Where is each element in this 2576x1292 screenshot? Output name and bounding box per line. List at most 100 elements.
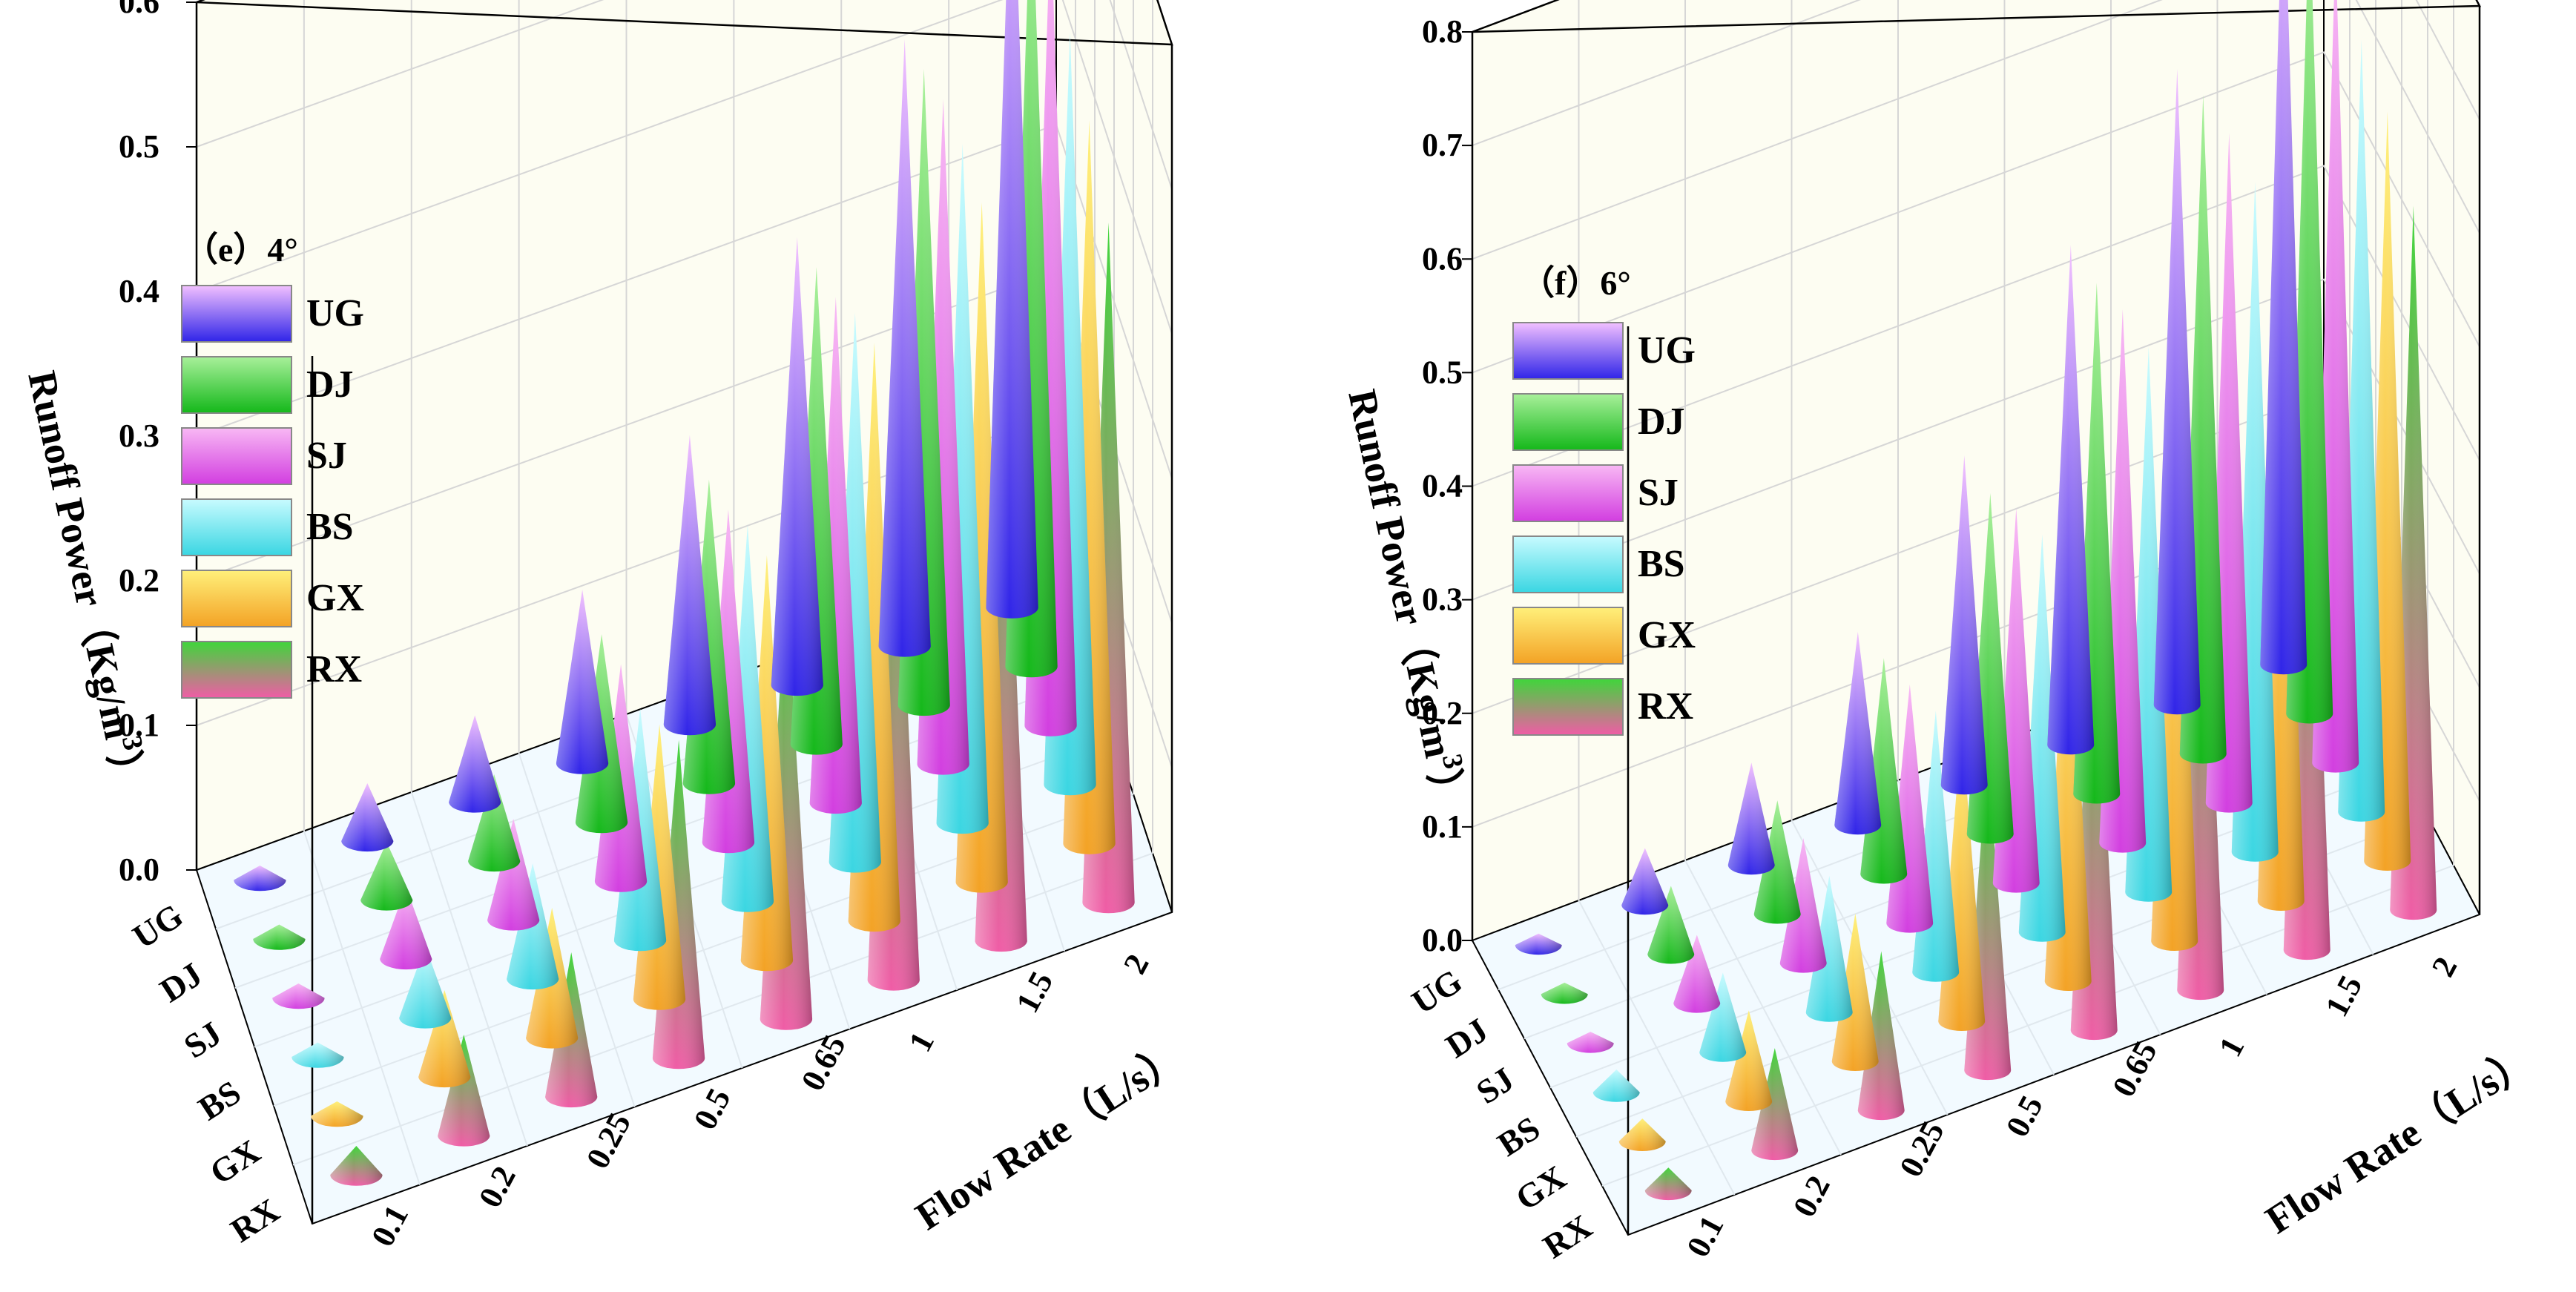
cone-shading [272,983,325,1009]
panel-e-legend: UG DJ SJ BS GX RX [181,285,364,699]
category-label-RX: RX [224,1191,286,1250]
cone-GX-0.1 [311,1101,363,1127]
cone-shading [1699,972,1747,1062]
legend-swatch-UG [181,285,292,343]
cone-shading [1592,1069,1640,1102]
cone-shading [2047,245,2095,755]
cone-shading [253,924,306,950]
cone-shading [360,842,413,911]
legend-label-DJ: DJ [306,363,354,406]
panel-e-x-axis-title: Flow Rate（L/s） [908,1033,1190,1239]
cone-shading [1673,935,1721,1013]
cone-UG-0.65 [663,435,717,736]
cone-UG-1.5 [878,39,931,657]
category-label-GX: GX [1509,1158,1572,1217]
flow-rate-label: 0.1 [1679,1210,1730,1263]
cone-SJ-0.25 [1779,838,1827,973]
cone-SJ-0.1 [272,983,325,1009]
legend-swatch-UG [1512,322,1624,380]
cone-BS-0.2 [399,946,452,1029]
cone-SJ-0.2 [380,886,432,970]
z-tick-label: 0.5 [1422,354,1463,390]
frame-top [196,0,1173,46]
z-tick-label: 0.1 [1422,808,1463,845]
z-tick-label: 0.8 [1422,13,1463,50]
flow-rate-label: 0.5 [687,1082,738,1136]
cone-DJ-0.1 [253,924,306,950]
legend-swatch-DJ [181,356,292,414]
flow-rate-label: 1 [2212,1031,2252,1062]
legend-label-BS: BS [1638,543,1685,585]
cone-BS-0.25 [1805,875,1853,1022]
cone-shading [1618,1118,1666,1152]
cone-shading [2153,68,2201,715]
category-label-SJ: SJ [1469,1060,1521,1111]
panel-f-z-ticks: 0.0 0.1 0.2 0.3 0.4 0.5 0.6 0.7 0.8 [1422,13,1472,958]
cone-shading [1779,838,1827,973]
legend-label-DJ: DJ [1638,401,1685,443]
cone-shading [771,237,823,696]
legend-swatch-GX [1512,607,1624,665]
cone-DJ-0.25 [1753,800,1801,924]
flow-rate-label: 2 [1116,949,1156,980]
legend-swatch-BS [1512,535,1624,593]
cone-shading [234,866,286,891]
cone-shading [986,0,1038,619]
cone-BS-0.1 [291,1042,344,1068]
cone-shading [1567,1032,1614,1053]
legend-label-RX: RX [1638,685,1693,728]
z-tick-label: 0.0 [119,851,159,888]
panel-f-cones [1515,0,2437,1201]
cone-SJ-0.2 [1673,935,1721,1013]
cone-shading [399,946,452,1029]
flow-rate-label: 0.2 [472,1160,523,1213]
legend-swatch-GX [181,570,292,627]
cone-shading [1751,1048,1799,1161]
panel-e-title: （e）4° [184,231,298,268]
z-tick-label: 0.1 [119,707,159,743]
cone-shading [468,774,521,872]
cone-BS-0.2 [1699,972,1747,1062]
z-tick-label: 0.4 [1422,468,1463,504]
panel-f-chart: 0.00.10.20.30.40.50.60.70.8 UGDJSJBSGXRX… [1340,0,2540,1265]
flow-rate-label: 0.5 [1999,1090,2050,1143]
category-label-UG: UG [1405,962,1469,1021]
legend-swatch-SJ [181,427,292,485]
cone-GX-0.2 [1725,1010,1773,1112]
category-label-SJ: SJ [177,1014,228,1065]
z-tick-label: 0.6 [119,0,159,20]
cone-DJ-0.25 [468,774,521,872]
panel-f-legend: UG DJ SJ BS GX RX [1512,322,1696,736]
cone-RX-0.2 [1751,1048,1799,1161]
z-tick-label: 0.3 [1422,581,1463,618]
cone-UG-1 [771,237,823,696]
cone-shading [1727,762,1775,875]
cone-shading [1940,455,1988,795]
cone-shading [1621,848,1669,915]
z-tick-label: 0.2 [1422,695,1463,731]
cone-shading [1831,913,1879,1072]
cone-shading [1857,951,1905,1121]
cone-shading [1647,886,1695,964]
cone-shading [663,435,717,736]
cone-shading [291,1042,344,1068]
legend-label-UG: UG [306,292,364,334]
cone-shading [438,1035,490,1147]
legend-label-GX: GX [306,577,364,619]
legend-label-SJ: SJ [306,435,347,477]
flow-rate-label: 0.2 [1786,1170,1837,1223]
cone-shading [1753,800,1801,924]
cone-UG-0.2 [341,783,394,852]
flow-rate-label: 2 [2425,951,2465,982]
legend-label-UG: UG [1638,329,1696,372]
cone-UG-0.25 [1727,762,1775,875]
cone-DJ-0.2 [1647,886,1695,964]
flow-rate-label: 1.5 [2318,969,2369,1023]
cone-DJ-0.1 [1541,982,1588,1004]
cone-RX-0.1 [330,1146,383,1186]
cone-DJ-0.2 [360,842,413,911]
cone-shading [418,990,471,1088]
panel-e-cones [234,0,1135,1186]
cone-RX-0.25 [1857,951,1905,1121]
